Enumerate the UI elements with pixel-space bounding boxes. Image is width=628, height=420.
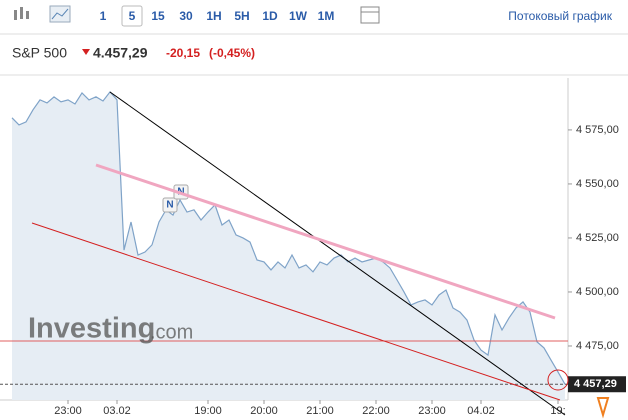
x-tick-label: 20:00	[250, 405, 278, 417]
instrument-name: S&P 500	[12, 45, 67, 61]
price-line	[11, 90, 566, 385]
trend-line	[95, 163, 556, 320]
down-arrow	[82, 49, 90, 55]
news-marker-label[interactable]: N	[166, 200, 173, 211]
x-tick-label: 19:00	[194, 405, 222, 417]
x-tick-label: 03.02	[103, 405, 131, 417]
x-tick-label: 23:00	[54, 405, 82, 417]
interval-button[interactable]: 15	[151, 9, 165, 23]
area-fill	[12, 91, 565, 401]
change-pct: (-0,45%)	[209, 46, 255, 60]
interval-button[interactable]: 1	[100, 9, 107, 23]
area-icon[interactable]	[49, 5, 71, 23]
y-tick-label: 4 525,00	[576, 232, 619, 244]
area-icon-line	[51, 8, 69, 20]
toolbar	[0, 0, 628, 34]
button-active[interactable]	[121, 5, 143, 27]
x-tick-label: 21:00	[306, 405, 334, 417]
interval-button[interactable]: 1H	[206, 9, 221, 23]
y-tick-label: 4 575,00	[576, 124, 619, 136]
trend-line	[31, 222, 561, 401]
y-tick-label: 4 475,00	[576, 340, 619, 352]
orange-arrow	[596, 397, 610, 419]
table-icon[interactable]	[360, 6, 380, 24]
y-tick-label: 4 550,00	[576, 178, 619, 190]
watermark-brand: Investing	[28, 313, 155, 345]
highlight-circle	[547, 369, 569, 391]
price: 4.457,29	[93, 45, 148, 61]
interval-button[interactable]: 1D	[262, 9, 278, 23]
change: -20,15	[166, 46, 200, 60]
interval-button[interactable]: 5	[129, 9, 136, 23]
candle-icon[interactable]	[14, 7, 29, 20]
interval-button[interactable]: 5H	[234, 9, 249, 23]
trend-line	[109, 91, 566, 416]
x-tick-label: 22:00	[362, 405, 390, 417]
interval-button[interactable]: 1W	[289, 9, 308, 23]
x-tick-label: 04.02	[467, 405, 495, 417]
y-tick-label: 4 500,00	[576, 286, 619, 298]
news-marker[interactable]	[162, 197, 178, 213]
interval-button[interactable]: 30	[179, 9, 193, 23]
last-value-box	[568, 376, 626, 393]
x-tick-label: 23:00	[418, 405, 446, 417]
watermark-suffix: .com	[150, 321, 193, 343]
last-value-label: 4 457,29	[574, 378, 617, 390]
interval-button[interactable]: 1M	[318, 9, 335, 23]
stream-link[interactable]: Потоковый график	[508, 9, 612, 23]
